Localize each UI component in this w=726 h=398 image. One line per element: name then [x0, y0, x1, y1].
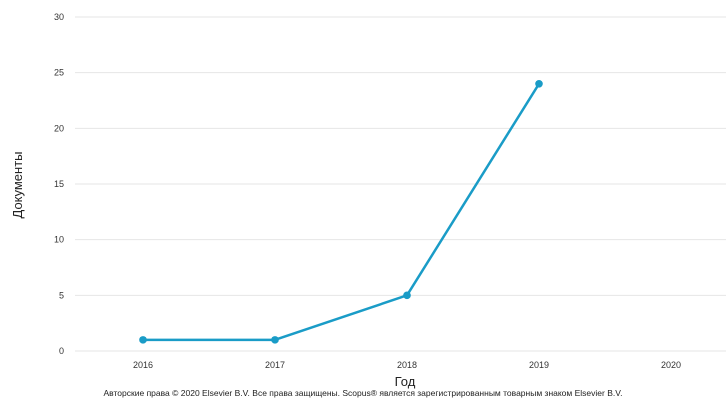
x-tick-label: 2016: [133, 360, 153, 370]
data-point-2017[interactable]: [271, 336, 279, 344]
gridlines: [75, 16, 726, 352]
y-tick-label: 5: [59, 290, 64, 300]
y-tick-label: 30: [54, 12, 64, 22]
x-axis-ticks: 2016 2017 2018 2019 2020: [133, 360, 681, 370]
x-axis-title: Год: [395, 374, 416, 389]
y-tick-label: 25: [54, 68, 64, 78]
y-axis-ticks: 0 5 10 15 20 25 30: [54, 12, 64, 356]
x-tick-label: 2017: [265, 360, 285, 370]
x-tick-label: 2020: [661, 360, 681, 370]
series-group: [139, 80, 543, 344]
y-tick-label: 0: [59, 346, 64, 356]
y-tick-label: 20: [54, 123, 64, 133]
y-tick-label: 15: [54, 179, 64, 189]
series-line: [143, 83, 541, 342]
data-point-2016[interactable]: [139, 336, 147, 344]
copyright-notice: Авторские права © 2020 Elsevier B.V. Все…: [104, 388, 623, 398]
y-tick-label: 10: [54, 235, 64, 245]
data-point-2018[interactable]: [403, 291, 411, 300]
y-axis-title: Документы: [10, 151, 25, 218]
x-tick-label: 2018: [397, 360, 417, 370]
data-point-2019[interactable]: [535, 80, 543, 88]
x-tick-label: 2019: [529, 360, 549, 370]
